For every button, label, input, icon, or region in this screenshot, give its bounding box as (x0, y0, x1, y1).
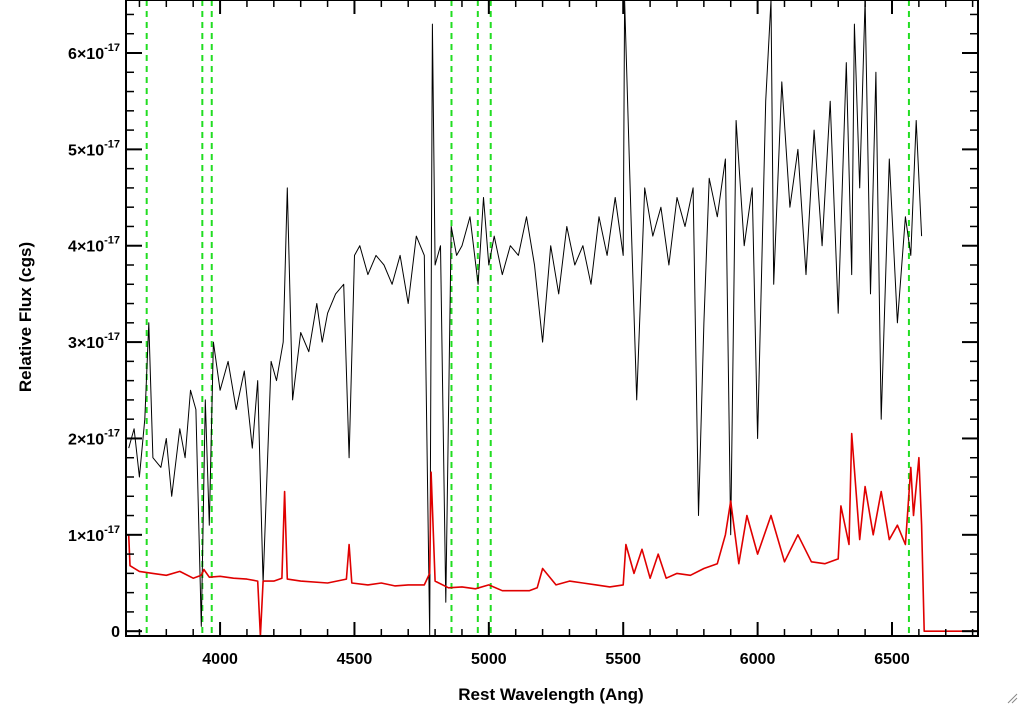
x-tick-label: 6000 (740, 651, 776, 668)
series-layer (127, 0, 978, 637)
y-tick-label: 0 (111, 624, 120, 641)
resize-grip-icon (1007, 693, 1018, 704)
x-tick-label: 4500 (337, 651, 373, 668)
error-series-line (127, 432, 978, 637)
axes-frame (125, 0, 979, 637)
tick-labels: 4000 4500 5000 5500 6000 6500 0 1×10-17 2×10-17 3… (68, 42, 910, 668)
x-tick-label: 5000 (471, 651, 507, 668)
x-tick-label: 4000 (202, 651, 238, 668)
plot-frame (125, 0, 979, 637)
y-tick-label: 4×10-17 (68, 235, 120, 256)
y-tick-label: 5×10-17 (68, 138, 120, 159)
y-tick-label: 1×10-17 (68, 524, 120, 545)
x-axis-label: Rest Wavelength (Ang) (458, 685, 643, 704)
x-tick-label: 6500 (874, 651, 910, 668)
reference-lines (145, 0, 910, 636)
axis-ticks (126, 0, 978, 636)
y-tick-label: 2×10-17 (68, 427, 120, 448)
y-tick-label: 3×10-17 (68, 331, 120, 352)
x-tick-label: 5500 (605, 651, 641, 668)
spectrum-series-line (128, 0, 923, 637)
y-axis-label: Relative Flux (cgs) (16, 242, 35, 392)
y-tick-label: 6×10-17 (68, 42, 120, 63)
